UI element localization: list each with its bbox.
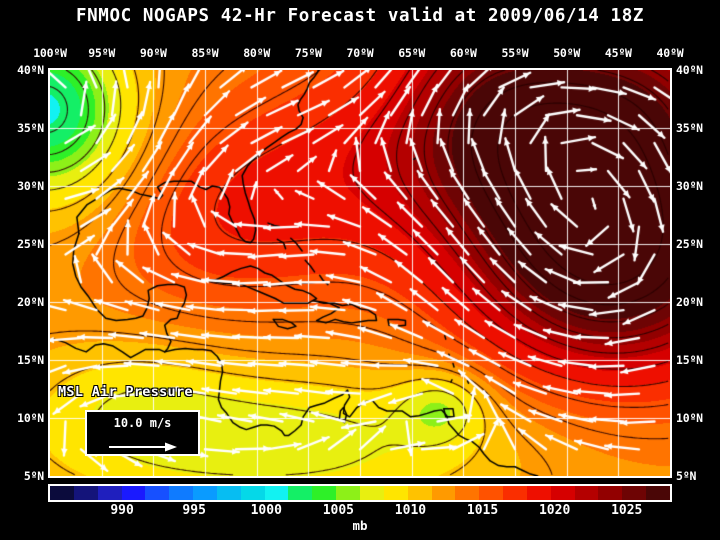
lon-tick-label: 65ºW — [398, 46, 426, 60]
lat-tick-label: 10ºN — [17, 411, 44, 425]
colorbar-swatch — [479, 486, 504, 500]
page-title: FNMOC NOGAPS 42-Hr Forecast valid at 200… — [76, 6, 644, 26]
colorbar-tick-label: 1010 — [394, 503, 427, 518]
colorbar-swatch — [193, 486, 217, 500]
lat-tick-label: 15ºN — [17, 353, 44, 367]
lon-tick-label: 60ºW — [449, 46, 477, 60]
lat-tick-label: 10ºN — [676, 411, 703, 425]
colorbar-swatch — [622, 486, 647, 500]
colorbar-swatch — [550, 486, 575, 500]
lon-tick-label: 90ºW — [139, 46, 167, 60]
colorbar-swatch — [97, 486, 122, 500]
colorbar-unit-label: mb — [352, 518, 368, 533]
lat-tick-label: 40ºN — [676, 63, 703, 77]
colorbar-tick-label: 1015 — [466, 503, 499, 518]
colorbar-tick-label: 995 — [182, 503, 206, 518]
colorbar-swatch — [455, 486, 480, 500]
colorbar-swatch — [383, 486, 408, 500]
lon-tick-label: 45ºW — [604, 46, 632, 60]
colorbar-tick-label: 1005 — [322, 503, 355, 518]
right-arrow-icon — [109, 442, 177, 452]
colorbar-swatch — [169, 486, 194, 500]
lat-tick-label: 20ºN — [676, 295, 703, 309]
lat-tick-label: 5ºN — [23, 469, 44, 483]
lon-tick-label: 55ºW — [501, 46, 529, 60]
lat-tick-label: 35ºN — [17, 121, 44, 135]
lon-tick-label: 95ºW — [88, 46, 116, 60]
colorbar-swatch — [526, 486, 551, 500]
lat-tick-label: 30ºN — [676, 179, 703, 193]
lat-tick-label: 40ºN — [17, 63, 44, 77]
lat-tick-label: 25ºN — [17, 237, 44, 251]
pressure-field-canvas — [50, 70, 670, 476]
lon-tick-label: 40ºW — [656, 46, 684, 60]
colorbar-tick-label: 990 — [110, 503, 134, 518]
colorbar-swatch — [50, 486, 74, 500]
lat-tick-label: 15ºN — [676, 353, 703, 367]
colorbar-swatch — [240, 486, 265, 500]
field-label: MSL Air Pressure — [58, 384, 193, 400]
lat-tick-label: 5ºN — [676, 469, 697, 483]
colorbar — [48, 484, 672, 502]
lat-tick-label: 20ºN — [17, 295, 44, 309]
colorbar-swatch — [359, 486, 384, 500]
lat-tick-label: 35ºN — [676, 121, 703, 135]
colorbar-tick-label: 1025 — [611, 503, 643, 518]
lat-tick-label: 25ºN — [676, 237, 703, 251]
colorbar-swatch — [598, 486, 623, 500]
colorbar-swatch — [288, 486, 313, 500]
lat-tick-label: 30ºN — [17, 179, 44, 193]
lon-tick-label: 100ºW — [33, 46, 67, 60]
lon-tick-label: 50ºW — [553, 46, 581, 60]
colorbar-swatch — [336, 486, 360, 500]
lon-tick-label: 70ºW — [346, 46, 374, 60]
colorbar-swatch — [407, 486, 432, 500]
colorbar-swatch — [121, 486, 146, 500]
wind-scale-legend: 10.0 m/s — [85, 410, 200, 456]
colorbar-swatch — [73, 486, 98, 500]
lon-tick-label: 80ºW — [243, 46, 271, 60]
wind-scale-value: 10.0 m/s — [113, 416, 172, 430]
colorbar-tick-label: 1000 — [250, 503, 282, 518]
colorbar-swatch — [312, 486, 337, 500]
lon-tick-label: 85ºW — [191, 46, 219, 60]
colorbar-swatch — [216, 486, 241, 500]
colorbar-tick-label: 1020 — [538, 503, 571, 518]
colorbar-swatch — [145, 486, 170, 500]
lon-tick-label: 75ºW — [294, 46, 322, 60]
colorbar-swatch — [503, 486, 527, 500]
map-plot-area — [48, 68, 672, 478]
colorbar-swatch — [264, 486, 289, 500]
colorbar-swatch — [431, 486, 456, 500]
colorbar-swatch — [574, 486, 599, 500]
colorbar-swatch — [646, 486, 670, 500]
